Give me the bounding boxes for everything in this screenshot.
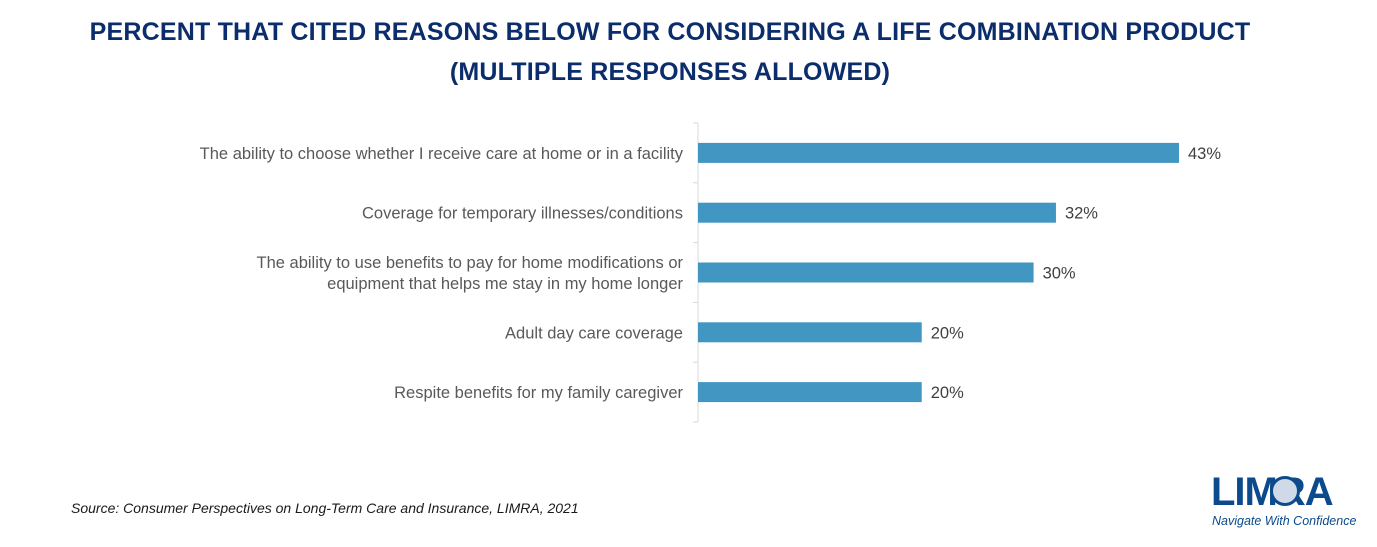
category-label-2: Coverage for temporary illnesses/conditi… bbox=[362, 205, 683, 223]
category-label-5: Respite benefits for my family caregiver bbox=[394, 384, 683, 402]
category-label-3: The ability to use benefits to pay for h… bbox=[257, 254, 684, 293]
bar-4 bbox=[698, 322, 922, 343]
globe-icon bbox=[1270, 476, 1300, 506]
data-label-5: 20% bbox=[931, 384, 964, 402]
bar-2 bbox=[698, 202, 1056, 223]
category-label-1: The ability to choose whether I receive … bbox=[200, 145, 684, 163]
data-label-2: 32% bbox=[1065, 205, 1098, 223]
limra-logo: LIMRA Navigate With Confidence bbox=[1208, 470, 1358, 532]
data-label-1: 43% bbox=[1188, 145, 1221, 163]
source-note: Source: Consumer Perspectives on Long-Te… bbox=[71, 500, 579, 516]
bar-chart: 43% The ability to choose whether I recei… bbox=[200, 122, 1221, 423]
chart-title-line1: PERCENT THAT CITED REASONS BELOW FOR CON… bbox=[89, 18, 1251, 46]
data-label-3: 30% bbox=[1043, 265, 1076, 283]
chart-title: PERCENT THAT CITED REASONS BELOW FOR CON… bbox=[0, 12, 1340, 92]
bar-5 bbox=[698, 382, 922, 403]
chart-title-line2: (MULTIPLE RESPONSES ALLOWED) bbox=[449, 58, 891, 86]
bar-1 bbox=[698, 142, 1179, 163]
category-label-4: Adult day care coverage bbox=[505, 324, 683, 342]
bar-3 bbox=[698, 262, 1034, 283]
logo-tagline: Navigate With Confidence bbox=[1212, 514, 1357, 528]
data-label-4: 20% bbox=[931, 324, 964, 342]
